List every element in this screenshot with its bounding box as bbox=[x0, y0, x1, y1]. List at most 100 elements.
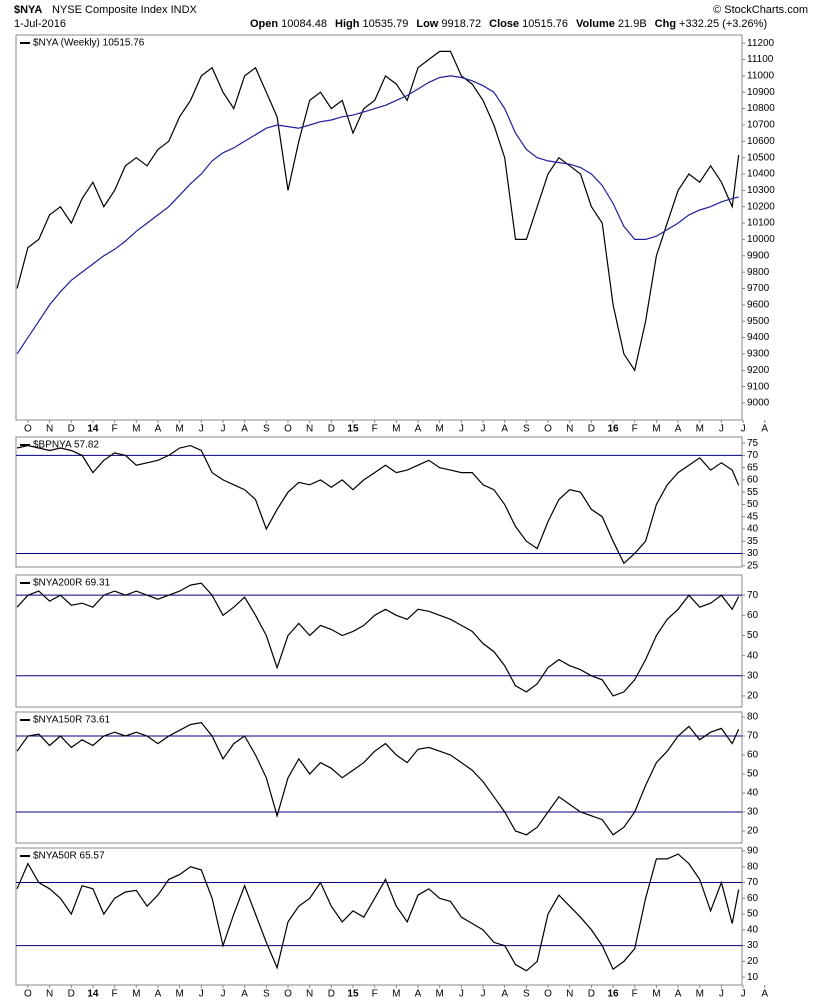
y-tick-label: 40 bbox=[747, 788, 759, 799]
y-tick-label: 45 bbox=[747, 511, 759, 522]
y-tick-label: 9700 bbox=[747, 283, 770, 294]
y-tick-label: 60 bbox=[747, 610, 759, 621]
x-tick-label: A bbox=[155, 989, 162, 1000]
y-tick-label: 9500 bbox=[747, 316, 770, 327]
x-tick-label: A bbox=[415, 989, 422, 1000]
y-tick-label: 30 bbox=[747, 548, 759, 559]
x-tick-label: O bbox=[544, 989, 552, 1000]
quote-label: Chg bbox=[655, 18, 676, 30]
x-tick-label: D bbox=[588, 424, 595, 435]
x-tick-label: A bbox=[155, 424, 162, 435]
y-tick-label: 11000 bbox=[747, 71, 775, 82]
y-tick-label: 55 bbox=[747, 487, 759, 498]
y-tick-label: 40 bbox=[747, 650, 759, 661]
y-tick-label: 9200 bbox=[747, 365, 770, 376]
x-tick-label: O bbox=[24, 424, 32, 435]
y-tick-label: 50 bbox=[747, 499, 759, 510]
x-tick-label: J bbox=[459, 424, 464, 435]
x-tick-label: M bbox=[696, 424, 704, 435]
date: 1-Jul-2016 bbox=[14, 18, 66, 30]
y-tick-label: 10400 bbox=[747, 169, 775, 180]
quote-value: 21.9B bbox=[618, 18, 647, 30]
x-tick-label: A bbox=[675, 424, 682, 435]
x-tick-label: D bbox=[588, 989, 595, 1000]
y-tick-label: 70 bbox=[747, 731, 759, 742]
series-line bbox=[16, 50, 740, 372]
quote-value: +332.25 (+3.26%) bbox=[679, 18, 767, 30]
x-tick-label: M bbox=[652, 989, 660, 1000]
y-tick-label: 30 bbox=[747, 940, 759, 951]
y-tick-label: 80 bbox=[747, 861, 759, 872]
x-tick-label: A bbox=[501, 424, 508, 435]
x-tick-label: 16 bbox=[607, 424, 619, 435]
y-tick-label: 11100 bbox=[747, 54, 774, 65]
y-tick-label: 9600 bbox=[747, 300, 770, 311]
x-tick-label: O bbox=[284, 989, 292, 1000]
x-tick-label: 15 bbox=[347, 424, 359, 435]
x-tick-label: F bbox=[632, 989, 638, 1000]
panel-frame bbox=[15, 711, 743, 844]
index-name: NYSE Composite Index INDX bbox=[52, 4, 198, 16]
x-tick-label: J bbox=[199, 424, 204, 435]
y-tick-label: 70 bbox=[747, 877, 759, 888]
y-tick-label: 40 bbox=[747, 524, 759, 535]
x-tick-label: 15 bbox=[347, 989, 359, 1000]
quote-value: 10535.79 bbox=[362, 18, 408, 30]
x-tick-label: J bbox=[719, 424, 724, 435]
y-tick-label: 35 bbox=[747, 536, 759, 547]
y-tick-label: 10 bbox=[747, 972, 759, 983]
y-tick-label: 9300 bbox=[747, 349, 770, 360]
y-tick-label: 10700 bbox=[747, 120, 775, 131]
x-tick-label: F bbox=[112, 424, 118, 435]
legend-label: $BPNYA 57.82 bbox=[33, 440, 99, 451]
y-tick-label: 9100 bbox=[747, 381, 770, 392]
panel-frame bbox=[15, 847, 743, 986]
x-tick-label: M bbox=[696, 989, 704, 1000]
x-tick-label: O bbox=[24, 989, 32, 1000]
x-tick-label: J bbox=[220, 989, 225, 1000]
x-tick-label: F bbox=[372, 989, 378, 1000]
x-tick-label: N bbox=[566, 989, 573, 1000]
x-tick-label: M bbox=[132, 989, 140, 1000]
quote-label: Close bbox=[489, 18, 519, 30]
x-tick-label: J bbox=[481, 989, 486, 1000]
x-tick-label: A bbox=[241, 424, 248, 435]
y-tick-label: 25 bbox=[747, 560, 759, 571]
y-tick-label: 65 bbox=[747, 462, 759, 473]
x-tick-label: A bbox=[761, 424, 768, 435]
series-line bbox=[16, 853, 740, 972]
y-tick-label: 9000 bbox=[747, 398, 770, 409]
x-tick-label: 14 bbox=[87, 424, 99, 435]
x-tick-label: N bbox=[306, 989, 313, 1000]
x-tick-label: J bbox=[220, 424, 225, 435]
x-tick-label: F bbox=[372, 424, 378, 435]
y-tick-label: 75 bbox=[747, 438, 759, 449]
y-tick-label: 9900 bbox=[747, 250, 770, 261]
x-tick-label: M bbox=[392, 424, 400, 435]
x-tick-label: M bbox=[175, 424, 183, 435]
y-tick-label: 30 bbox=[747, 670, 759, 681]
y-tick-label: 10800 bbox=[747, 103, 775, 114]
quote-label: High bbox=[335, 18, 360, 30]
quote-value: 9918.72 bbox=[441, 18, 481, 30]
credit: © StockCharts.com bbox=[713, 4, 808, 16]
y-tick-label: 10900 bbox=[747, 87, 775, 98]
x-tick-label: A bbox=[761, 989, 768, 1000]
quote-value: 10084.48 bbox=[281, 18, 327, 30]
y-tick-label: 80 bbox=[747, 712, 759, 723]
legend-label: $NYA (Weekly) 10515.76 bbox=[33, 38, 145, 49]
x-tick-label: S bbox=[523, 424, 530, 435]
y-tick-label: 70 bbox=[747, 590, 759, 601]
y-tick-label: 9400 bbox=[747, 332, 770, 343]
x-tick-label: M bbox=[132, 424, 140, 435]
x-tick-label: A bbox=[501, 989, 508, 1000]
y-tick-label: 10600 bbox=[747, 136, 775, 147]
x-tick-label: D bbox=[328, 989, 335, 1000]
quote-label: Volume bbox=[576, 18, 615, 30]
y-tick-label: 20 bbox=[747, 956, 759, 967]
x-tick-label: S bbox=[263, 989, 270, 1000]
x-tick-label: S bbox=[523, 989, 530, 1000]
x-tick-label: J bbox=[719, 989, 724, 1000]
panel-frame bbox=[15, 34, 743, 421]
y-tick-label: 20 bbox=[747, 826, 759, 837]
